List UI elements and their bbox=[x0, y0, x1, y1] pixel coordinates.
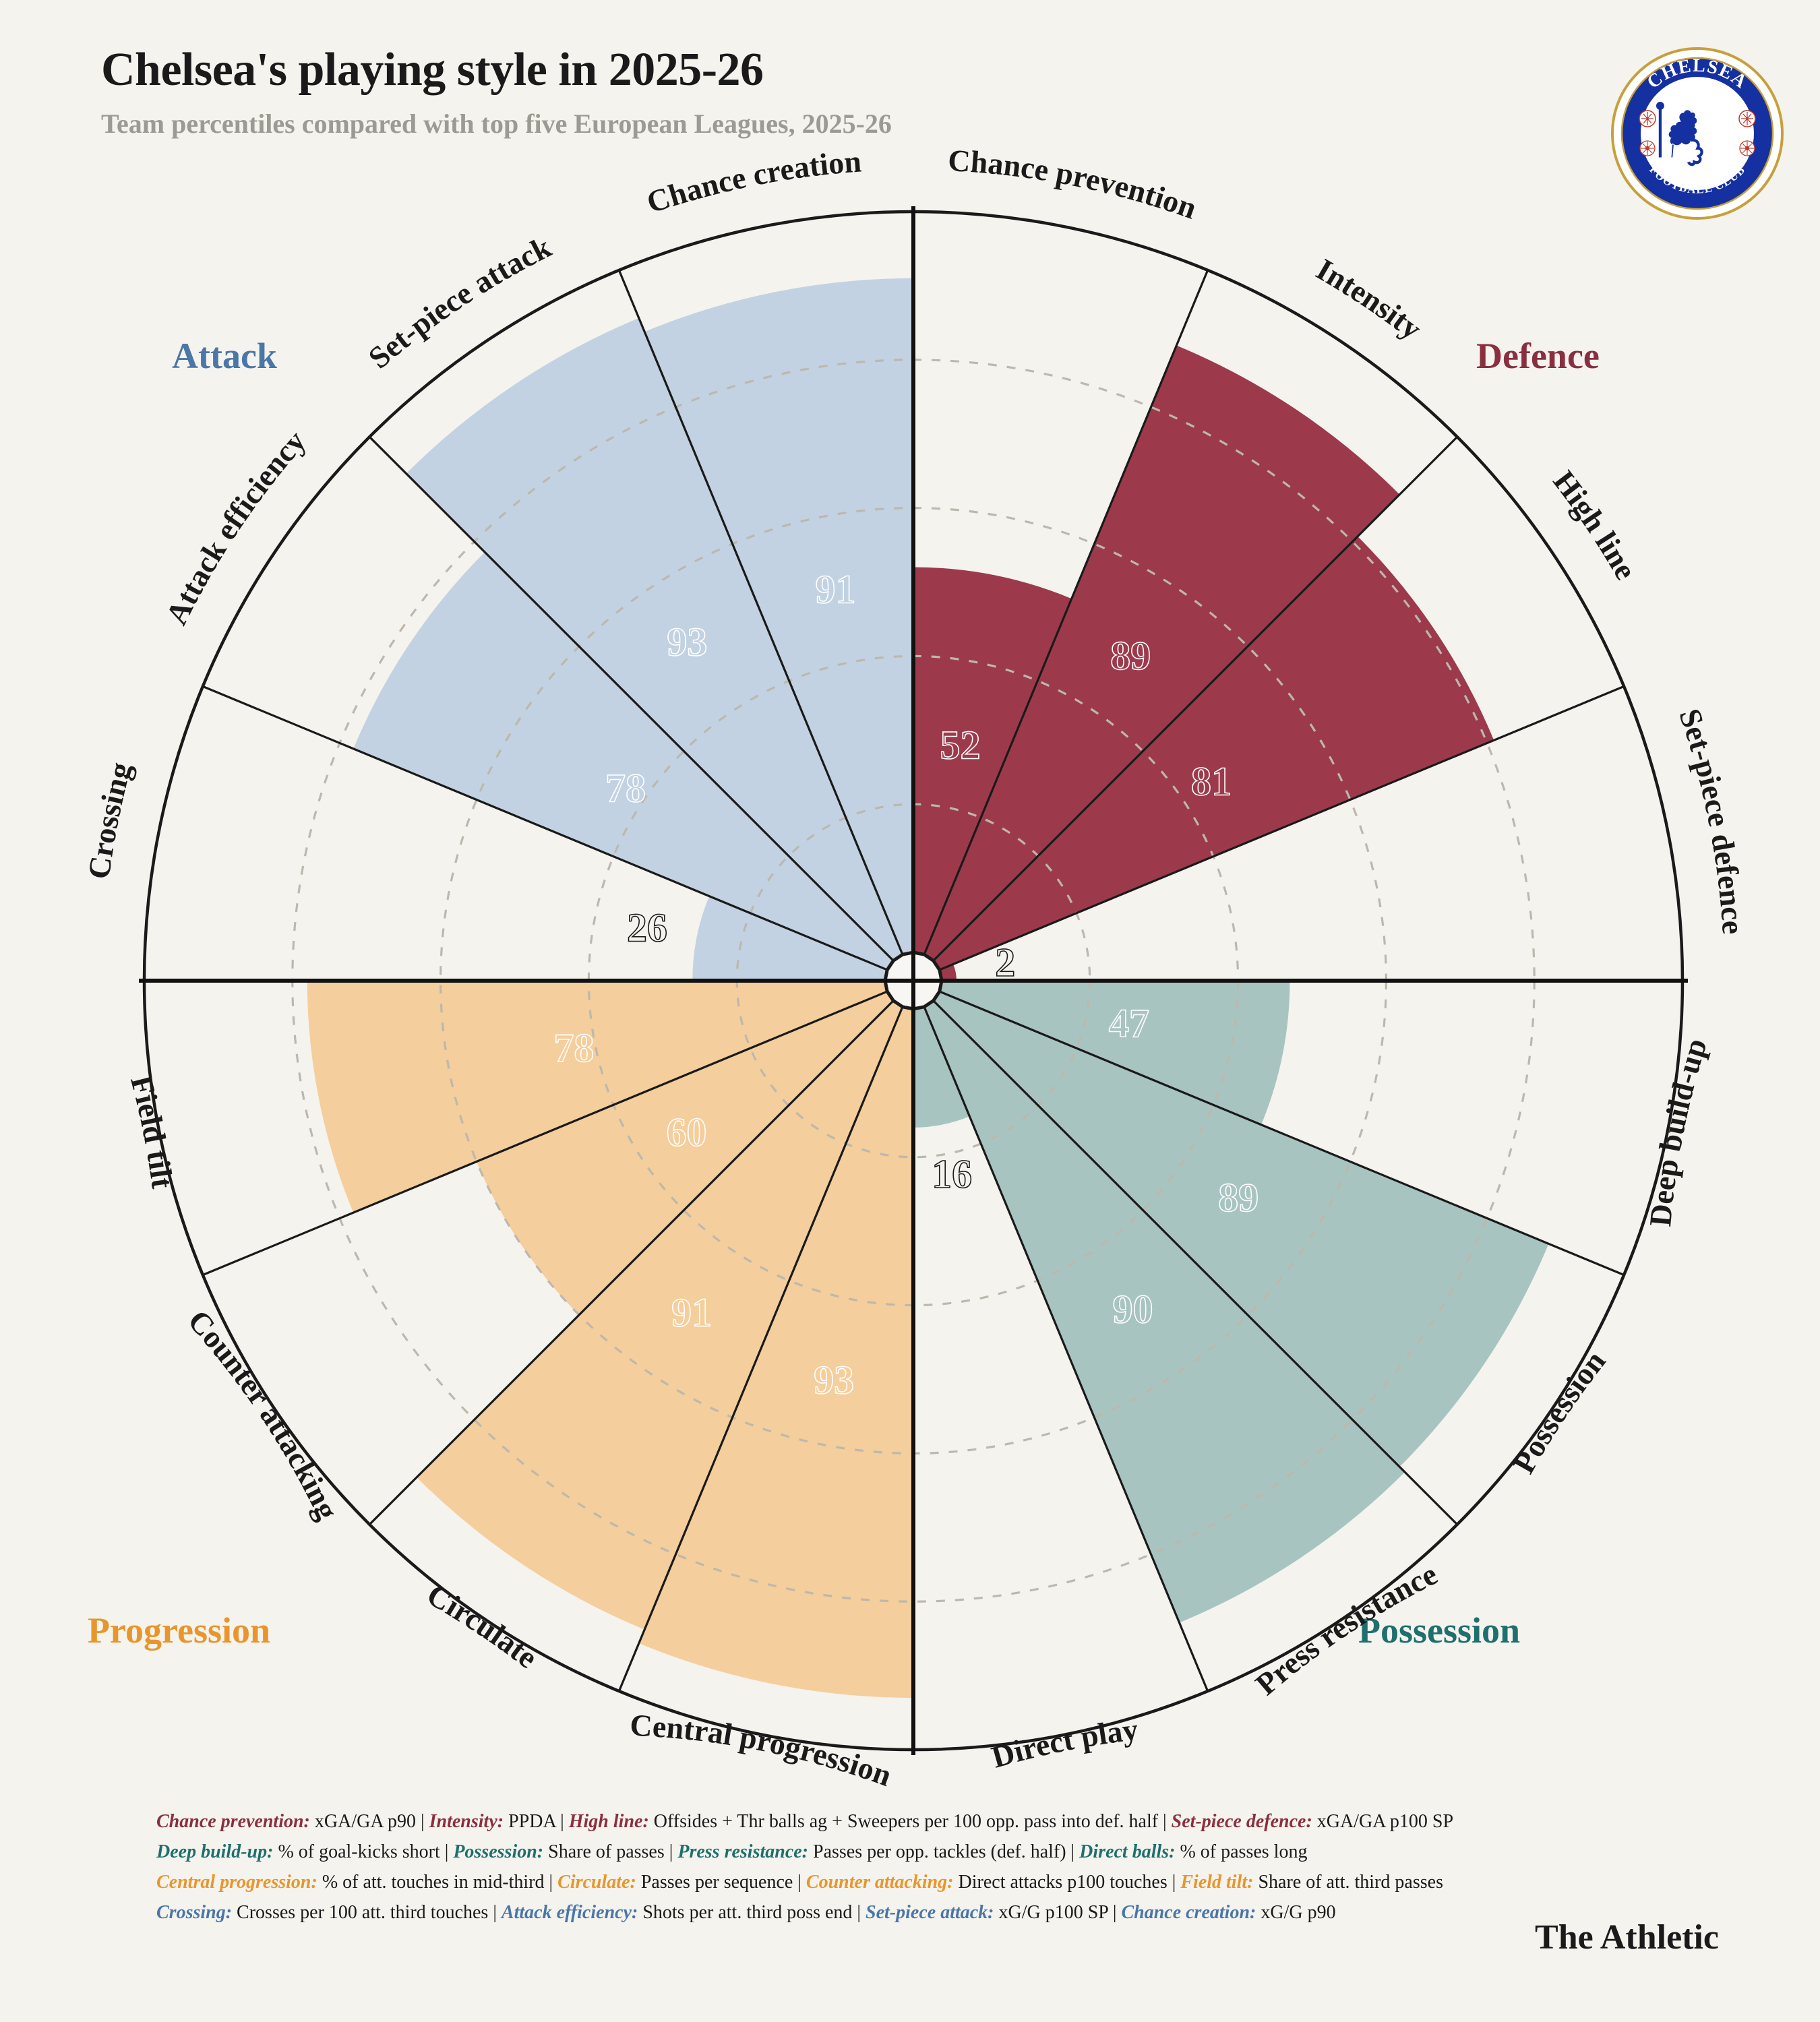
svg-text:93: 93 bbox=[814, 1358, 854, 1403]
svg-text:81: 81 bbox=[1191, 760, 1232, 804]
svg-text:91: 91 bbox=[816, 567, 856, 611]
svg-text:Press resistance: Press resistance bbox=[1249, 1556, 1443, 1701]
svg-text:26: 26 bbox=[627, 905, 667, 950]
svg-text:Set-piece attack: Set-piece attack bbox=[362, 229, 557, 375]
svg-text:93: 93 bbox=[667, 620, 707, 665]
svg-text:Deep build-up: Deep build-up bbox=[1643, 1035, 1713, 1228]
svg-text:52: 52 bbox=[940, 723, 981, 768]
svg-text:89: 89 bbox=[1218, 1175, 1258, 1220]
svg-text:Field tilt: Field tilt bbox=[124, 1072, 180, 1190]
svg-text:16: 16 bbox=[932, 1152, 972, 1196]
svg-text:90: 90 bbox=[1113, 1287, 1153, 1331]
svg-text:Circulate: Circulate bbox=[421, 1577, 544, 1675]
svg-text:Chance prevention: Chance prevention bbox=[947, 143, 1201, 226]
svg-text:Attack efficiency: Attack efficiency bbox=[159, 424, 313, 630]
svg-text:Chance creation: Chance creation bbox=[642, 144, 862, 220]
svg-text:Central progression: Central progression bbox=[629, 1708, 896, 1793]
svg-text:Counter attacking: Counter attacking bbox=[181, 1304, 345, 1525]
svg-text:Set-piece defence: Set-piece defence bbox=[1672, 704, 1751, 935]
svg-text:2: 2 bbox=[995, 940, 1015, 985]
svg-text:60: 60 bbox=[667, 1110, 707, 1155]
svg-text:Direct play: Direct play bbox=[988, 1712, 1139, 1775]
svg-text:89: 89 bbox=[1110, 634, 1151, 678]
svg-text:78: 78 bbox=[605, 766, 646, 811]
svg-text:Possession: Possession bbox=[1506, 1344, 1612, 1479]
svg-text:78: 78 bbox=[553, 1026, 594, 1070]
svg-text:Crossing: Crossing bbox=[82, 759, 138, 881]
svg-text:91: 91 bbox=[671, 1290, 712, 1335]
svg-text:47: 47 bbox=[1109, 1002, 1149, 1046]
